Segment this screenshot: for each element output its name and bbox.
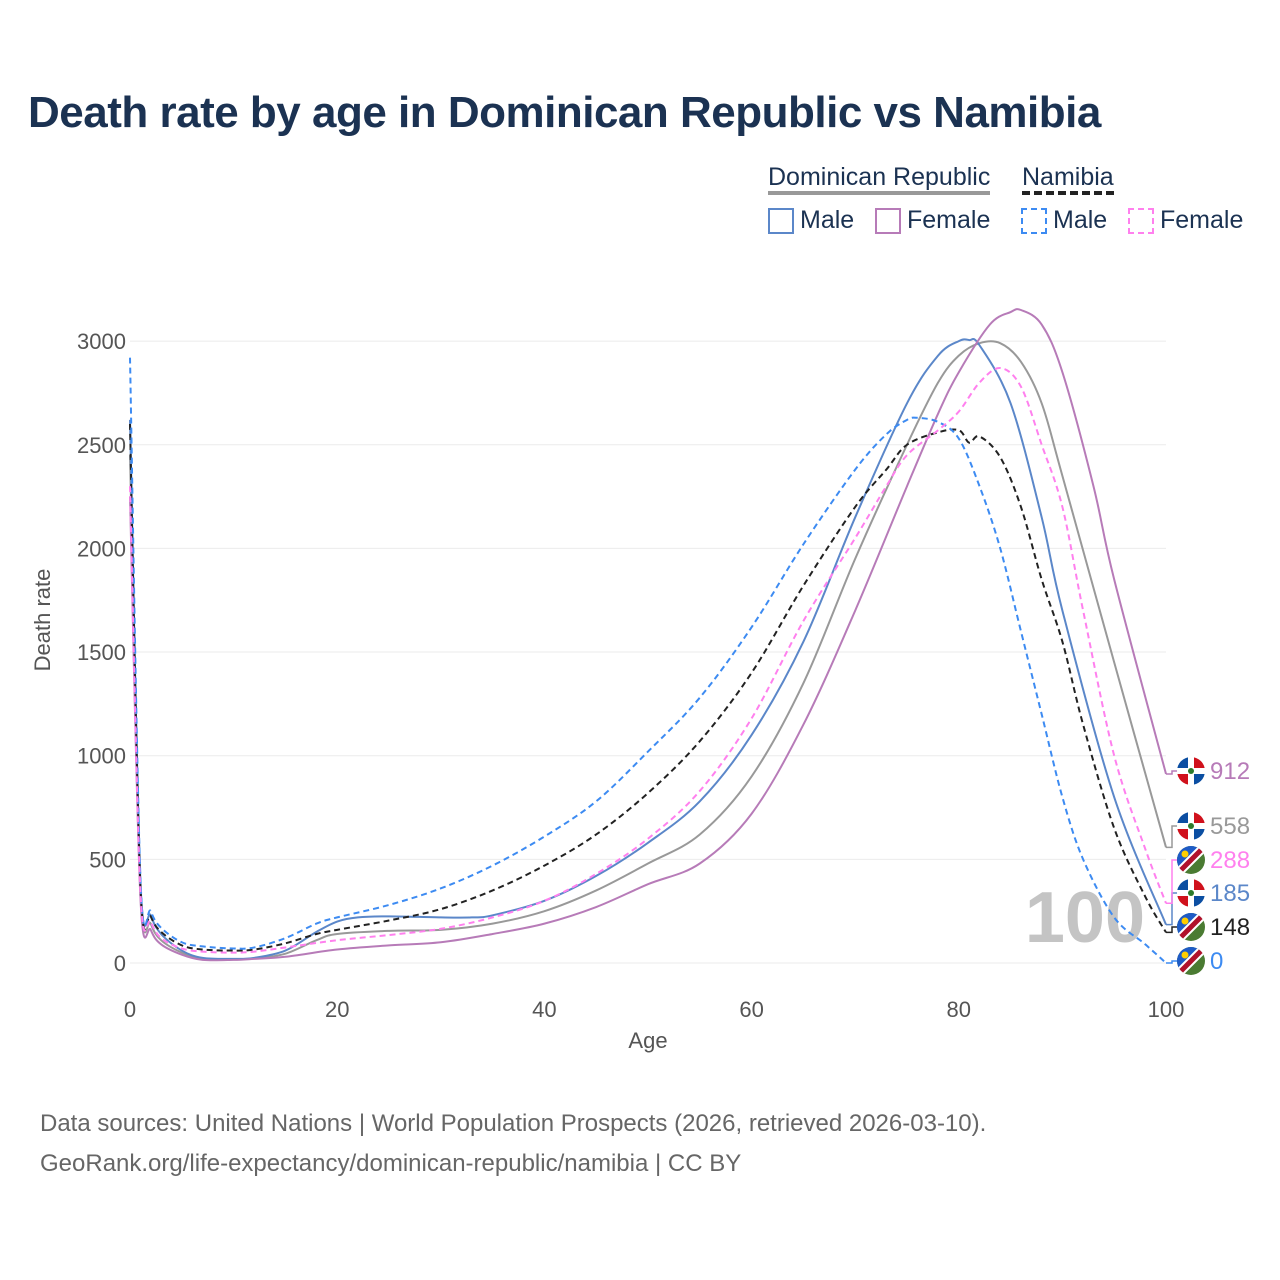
series-line-namibia-male: [129, 357, 1167, 964]
q: [1177, 757, 1188, 768]
end-value-label: 185: [1210, 880, 1250, 907]
sun: [1181, 850, 1189, 858]
q: [1194, 812, 1205, 823]
x-tick-label: 0: [124, 997, 136, 1022]
q: [1194, 757, 1205, 768]
emblem: [1188, 768, 1194, 774]
end-connector: [1166, 770, 1178, 775]
legend-na-male[interactable]: Male: [1021, 206, 1107, 235]
flag-body: [1177, 913, 1205, 941]
y-tick-label: 500: [89, 847, 126, 872]
legend-label: Female: [1160, 206, 1244, 234]
legend-group-namibia: Namibia: [1022, 163, 1114, 195]
q: [1177, 879, 1188, 890]
end-connector: [1166, 859, 1178, 905]
q: [1194, 879, 1205, 890]
legend-swatch: [875, 207, 901, 234]
y-tick-label: 0: [114, 951, 126, 976]
end-value-label: 0: [1210, 948, 1223, 975]
emblem: [1188, 890, 1194, 896]
legend-group-dominican-republic: Dominican Republic: [768, 163, 991, 195]
y-tick-label: 2000: [77, 536, 126, 561]
series-line-dominican-republic-male: [129, 337, 1167, 960]
flag-body: [1177, 846, 1205, 874]
y-tick-label: 3000: [77, 329, 126, 354]
series-line-dominican-republic-total: [129, 340, 1167, 961]
end-value-label: 288: [1210, 847, 1250, 874]
end-value-label: 558: [1210, 813, 1250, 840]
namibia-flag-icon: [1177, 913, 1205, 941]
q: [1194, 829, 1205, 840]
q: [1177, 829, 1188, 840]
end-connector: [1166, 825, 1178, 849]
footer-source: Data sources: United Nations | World Pop…: [40, 1110, 987, 1137]
sun: [1181, 917, 1189, 925]
end-value-label: 148: [1210, 914, 1250, 941]
chart-title: Death rate by age in Dominican Republic …: [28, 88, 1101, 137]
x-tick-label: 100: [1148, 997, 1185, 1022]
end-connector: [1166, 926, 1178, 934]
y-tick-label: 1000: [77, 744, 126, 769]
q: [1177, 774, 1188, 785]
x-tick-label: 80: [947, 997, 971, 1022]
x-tick-label: 20: [325, 997, 349, 1022]
q: [1194, 896, 1205, 907]
series-line-namibia-female: [129, 367, 1167, 954]
sun: [1181, 951, 1189, 959]
q: [1194, 774, 1205, 785]
watermark-year: 100: [1025, 878, 1145, 958]
legend-label: Male: [1053, 206, 1108, 234]
namibia-flag-icon: [1177, 947, 1205, 975]
q: [1177, 812, 1188, 823]
legend-swatch: [768, 207, 794, 234]
q: [1177, 896, 1188, 907]
legend-na-female[interactable]: Female: [1128, 206, 1243, 235]
legend-swatch: [1021, 207, 1047, 234]
legend-label: Female: [907, 206, 991, 234]
flag-body: [1177, 812, 1205, 840]
legend-dr-male[interactable]: Male: [768, 206, 854, 235]
legend-dr-female[interactable]: Female: [875, 206, 990, 235]
end-connector: [1166, 892, 1178, 926]
dominican-republic-flag-icon: [1177, 879, 1205, 907]
dominican-republic-flag-icon: [1177, 812, 1205, 840]
y-tick-label: 1500: [77, 640, 126, 665]
y-tick-label: 2500: [77, 433, 126, 458]
dominican-republic-flag-icon: [1177, 757, 1205, 785]
flag-body: [1177, 947, 1205, 975]
flag-body: [1177, 879, 1205, 907]
end-connector: [1166, 960, 1178, 964]
series-line-namibia-total: [129, 423, 1167, 952]
flag-body: [1177, 757, 1205, 785]
legend-swatch: [1128, 207, 1154, 234]
legend-label: Male: [800, 206, 855, 234]
end-value-label: 912: [1210, 758, 1250, 785]
x-tick-label: 60: [739, 997, 763, 1022]
namibia-flag-icon: [1177, 846, 1205, 874]
x-axis-label: Age: [628, 1028, 667, 1053]
emblem: [1188, 823, 1194, 829]
series-line-dominican-republic-female: [129, 308, 1167, 962]
x-tick-label: 40: [532, 997, 556, 1022]
y-axis-label: Death rate: [30, 569, 55, 672]
footer-link[interactable]: GeoRank.org/life-expectancy/dominican-re…: [40, 1150, 742, 1177]
